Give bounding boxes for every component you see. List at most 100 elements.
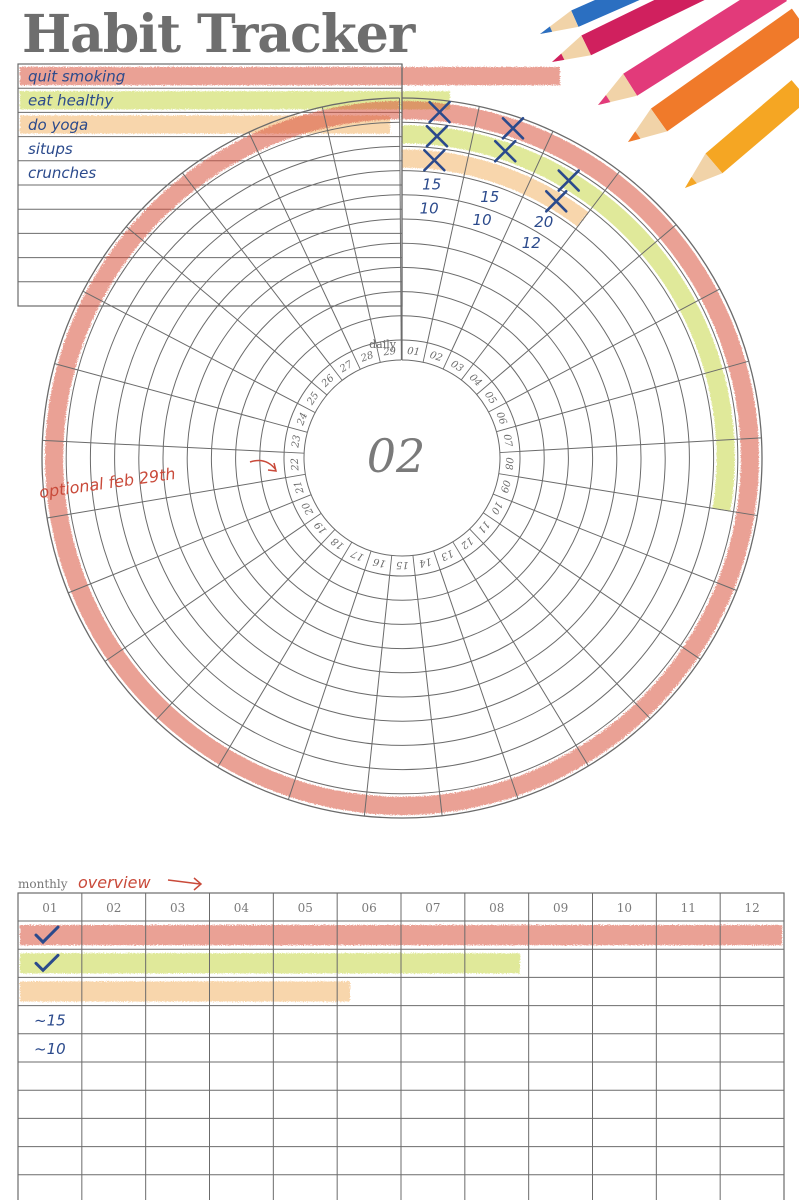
monthly-label: monthly [18, 877, 68, 891]
pencil-tip-wood-3 [598, 73, 638, 105]
ring-highlight-3 [402, 149, 589, 227]
pencil-body-5 [705, 80, 799, 174]
ring-line [259, 315, 545, 601]
day-spoke [42, 439, 285, 453]
pencil-body-4 [650, 8, 799, 132]
day-spoke [472, 170, 621, 365]
day-label: 17 [349, 547, 366, 563]
day-spoke [499, 523, 701, 660]
day-label-divider [492, 493, 512, 502]
day-label-divider [488, 402, 507, 413]
monthly-entry-crunches: ~10 [34, 1040, 66, 1058]
habit-name: do yoga [28, 116, 88, 134]
day-label: 28 [359, 350, 376, 365]
month-column-label: 05 [298, 901, 313, 915]
day-label: 22 [290, 458, 302, 472]
daily-label: daily [369, 338, 397, 351]
day-spoke [398, 98, 402, 341]
ring-line [65, 121, 739, 795]
ring-line [210, 266, 594, 650]
habit-name: crunches [28, 164, 96, 182]
done-mark [423, 148, 446, 172]
month-column-label: 01 [42, 901, 57, 915]
day-spoke [217, 559, 343, 768]
day-label: 06 [493, 410, 508, 426]
day-spoke [518, 476, 758, 517]
day-label: 10 [488, 499, 504, 516]
daily-entry-situps: 20 [534, 213, 553, 231]
check-icon [34, 925, 60, 945]
day-spoke [321, 106, 377, 344]
ring-line [235, 291, 569, 625]
done-mark [428, 100, 451, 124]
overview-label: overview [78, 873, 151, 892]
day-label-divider [364, 550, 372, 571]
pencil-tip-wood-5 [685, 153, 723, 188]
day-spoke [82, 290, 298, 404]
day-label-divider [433, 550, 441, 570]
day-label: 29 [382, 346, 398, 359]
ring-line [114, 170, 690, 746]
day-label-divider [329, 364, 343, 381]
daily-entry-crunches: 10 [473, 211, 492, 229]
done-mark [544, 189, 568, 213]
day-label: 03 [449, 359, 466, 375]
day-spoke [426, 106, 480, 343]
day-label-divider [460, 363, 474, 381]
day-spoke [511, 500, 737, 591]
day-spoke [491, 224, 677, 382]
pencil-tip-wood-4 [628, 108, 668, 142]
pencil-lead-5 [685, 177, 697, 188]
day-spoke [462, 558, 589, 767]
month-column-label: 12 [744, 901, 759, 915]
arrow-icon [249, 459, 277, 472]
day-label-divider [476, 381, 493, 395]
day-spoke [248, 132, 353, 352]
ring-line [186, 242, 618, 674]
monthly-highlight-3 [20, 981, 350, 1002]
ring-line [162, 218, 642, 698]
day-spoke [515, 360, 749, 427]
done-mark [557, 169, 581, 192]
ring-line [138, 194, 666, 722]
day-label-divider [351, 351, 361, 370]
day-label: 14 [418, 555, 433, 569]
month-column-label: 09 [553, 901, 568, 915]
day-label-divider [297, 402, 316, 413]
pencil-lead-3 [598, 95, 611, 105]
day-label: 24 [295, 411, 310, 428]
daily-entry-crunches: 10 [420, 199, 439, 217]
day-label-divider [498, 473, 519, 478]
circular-tracker: 01 02030405060708091011121314151617181920… [38, 64, 763, 819]
pencil-lead-4 [628, 131, 641, 142]
day-spoke [104, 524, 305, 662]
day-label-divider [284, 451, 305, 454]
day-spoke [68, 501, 293, 594]
daily-entry-situps: 15 [480, 188, 499, 206]
day-spoke [414, 575, 443, 816]
habit-highlight-1 [20, 67, 560, 86]
day-label: 16 [371, 555, 386, 569]
monthly-overview-table: monthly overview 01 02 03 04 05 06 07 08 09 10 11 12 ~… [17, 873, 785, 1200]
day-label-ring [303, 359, 501, 557]
monthly-entry-situps: ~15 [34, 1012, 66, 1030]
day-label-divider [375, 342, 381, 363]
ring-line [41, 97, 763, 819]
day-spoke [519, 437, 762, 452]
day-spoke [46, 477, 286, 519]
pencil-lead-2 [552, 53, 565, 62]
day-label: 15 [396, 559, 409, 570]
day-label-divider [288, 426, 308, 433]
day-label: 23 [290, 434, 303, 449]
monthly-highlight-2 [20, 953, 520, 974]
day-label-divider [412, 555, 416, 576]
day-label: 21 [292, 479, 306, 495]
month-column-label: 06 [361, 901, 376, 915]
month-column-label: 02 [106, 901, 121, 915]
ring-line [283, 339, 521, 577]
day-label-divider [499, 450, 520, 453]
day-spoke [54, 363, 289, 428]
day-label: 05 [482, 390, 498, 407]
day-spoke [181, 172, 331, 365]
